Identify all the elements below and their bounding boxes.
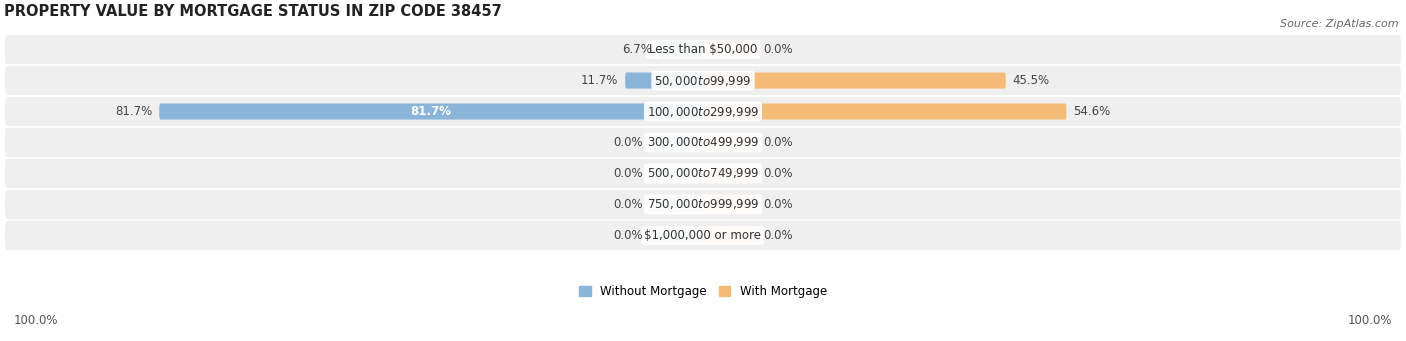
FancyBboxPatch shape [4,189,1402,220]
Text: 100.0%: 100.0% [14,314,59,327]
FancyBboxPatch shape [4,220,1402,251]
FancyBboxPatch shape [626,73,703,89]
Text: 54.6%: 54.6% [1073,105,1111,118]
Text: 0.0%: 0.0% [613,167,643,180]
Text: $100,000 to $299,999: $100,000 to $299,999 [647,104,759,119]
FancyBboxPatch shape [4,96,1402,127]
FancyBboxPatch shape [703,165,756,181]
FancyBboxPatch shape [4,158,1402,189]
Text: 6.7%: 6.7% [621,43,652,56]
FancyBboxPatch shape [650,165,703,181]
Text: Source: ZipAtlas.com: Source: ZipAtlas.com [1281,19,1399,29]
Text: PROPERTY VALUE BY MORTGAGE STATUS IN ZIP CODE 38457: PROPERTY VALUE BY MORTGAGE STATUS IN ZIP… [4,4,502,19]
Text: $300,000 to $499,999: $300,000 to $499,999 [647,135,759,149]
Text: $500,000 to $749,999: $500,000 to $749,999 [647,166,759,180]
Text: 0.0%: 0.0% [763,136,793,149]
Text: Less than $50,000: Less than $50,000 [648,43,758,56]
FancyBboxPatch shape [703,42,756,58]
Text: $750,000 to $999,999: $750,000 to $999,999 [647,197,759,211]
Text: $1,000,000 or more: $1,000,000 or more [644,229,762,242]
Legend: Without Mortgage, With Mortgage: Without Mortgage, With Mortgage [574,280,832,302]
Text: 81.7%: 81.7% [411,105,451,118]
FancyBboxPatch shape [650,134,703,150]
FancyBboxPatch shape [703,196,756,212]
FancyBboxPatch shape [703,103,1066,120]
FancyBboxPatch shape [650,196,703,212]
Text: 11.7%: 11.7% [581,74,619,87]
FancyBboxPatch shape [4,127,1402,158]
FancyBboxPatch shape [658,42,703,58]
Text: 100.0%: 100.0% [1347,314,1392,327]
FancyBboxPatch shape [159,103,703,120]
Text: 0.0%: 0.0% [613,136,643,149]
FancyBboxPatch shape [703,73,1005,89]
Text: 0.0%: 0.0% [763,167,793,180]
FancyBboxPatch shape [703,134,756,150]
FancyBboxPatch shape [4,34,1402,65]
Text: 0.0%: 0.0% [763,229,793,242]
Text: 0.0%: 0.0% [613,198,643,211]
Text: 0.0%: 0.0% [763,43,793,56]
FancyBboxPatch shape [4,65,1402,96]
Text: 45.5%: 45.5% [1012,74,1050,87]
FancyBboxPatch shape [703,227,756,243]
Text: $50,000 to $99,999: $50,000 to $99,999 [654,74,752,88]
Text: 0.0%: 0.0% [613,229,643,242]
Text: 0.0%: 0.0% [763,198,793,211]
FancyBboxPatch shape [650,227,703,243]
Text: 81.7%: 81.7% [115,105,153,118]
